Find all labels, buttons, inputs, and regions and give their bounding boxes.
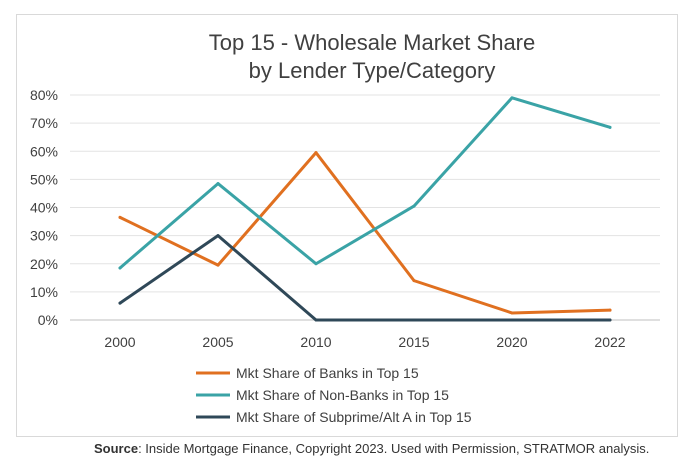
data-point [314,318,318,322]
y-tick-label: 20% [30,256,58,272]
x-tick-label: 2020 [496,334,527,350]
chart-frame [16,14,678,437]
y-tick-label: 80% [30,87,58,103]
chart-title-line-2: by Lender Type/Category [249,58,496,83]
source-text: : Inside Mortgage Finance, Copyright 202… [138,441,650,456]
x-tick-label: 2022 [594,334,625,350]
series-line-1 [118,151,612,315]
source-label: Source [94,441,139,456]
data-point [118,266,122,270]
data-point [314,151,318,155]
y-tick-label: 40% [30,200,58,216]
legend-label-3: Mkt Share of Subprime/Alt A in Top 15 [236,409,472,425]
series-line-3 [118,234,612,322]
data-point [216,182,220,186]
legend-label-2: Mkt Share of Non-Banks in Top 15 [236,387,449,403]
y-tick-label: 30% [30,228,58,244]
y-tick-label: 70% [30,115,58,131]
y-tick-label: 50% [30,171,58,187]
data-point [314,262,318,266]
y-tick-label: 60% [30,143,58,159]
chart-title-line-1: Top 15 - Wholesale Market Share [209,30,536,55]
data-point [412,318,416,322]
data-point [608,318,612,322]
source-note: Source: Inside Mortgage Finance, Copyrig… [94,441,649,456]
data-point [510,318,514,322]
y-tick-label: 10% [30,284,58,300]
data-point [510,96,514,100]
data-point [118,301,122,305]
data-point [608,308,612,312]
data-point [118,215,122,219]
data-point [216,263,220,267]
data-point [216,234,220,238]
series-line-2 [118,96,612,270]
x-tick-label: 2015 [398,334,429,350]
data-point [412,279,416,283]
x-tick-label: 2005 [202,334,233,350]
legend-label-1: Mkt Share of Banks in Top 15 [236,365,419,381]
x-tick-label: 2010 [300,334,331,350]
x-tick-label: 2000 [104,334,135,350]
y-tick-label: 0% [38,312,58,328]
data-point [412,204,416,208]
data-point [510,311,514,315]
data-point [608,125,612,129]
